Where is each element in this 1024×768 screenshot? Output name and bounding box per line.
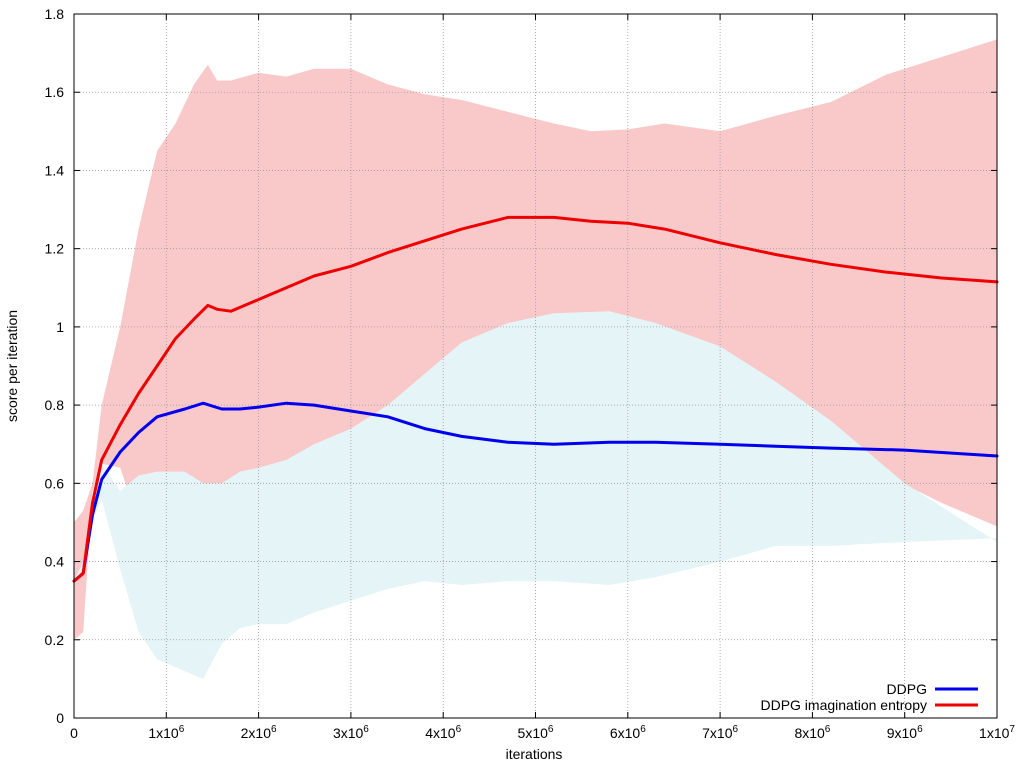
grid-lines [74,14,997,718]
y-tick-label-9: 1.8 [45,6,65,22]
legend-label-ddpg-imagination-entropy: DDPG imagination entropy [760,697,927,713]
x-tick-label-0: 0 [70,725,78,741]
x-tick-label-5: 5x106 [518,724,554,741]
x-tick-labels: 0 1x106 2x106 3x106 4x106 5x106 6x106 7x106 8x10… [70,724,1015,741]
series-line-ddpg [72,401,999,583]
x-tick-label-6: 6x106 [610,724,646,741]
x-axis-title: iterations [506,746,563,762]
x-tick-label-4: 4x106 [425,724,461,741]
y-tick-label-1: 0.2 [45,632,65,648]
series-lines [72,215,999,583]
y-tick-label-7: 1.4 [45,162,65,178]
x-tick-label-10: 1x107 [979,724,1015,741]
x-tick-label-2: 2x106 [241,724,277,741]
legend: DDPG DDPG imagination entropy [760,681,978,713]
axis-ticks [73,13,998,719]
x-tick-label-7: 7x106 [702,724,738,741]
band-ddpg [74,311,997,679]
legend-label-ddpg: DDPG [887,681,927,697]
y-tick-label-4: 0.8 [45,397,65,413]
y-tick-label-5: 1 [56,319,64,335]
x-tick-label-1: 1x106 [148,724,184,741]
y-tick-label-2: 0.4 [45,554,65,570]
x-tick-label-3: 3x106 [333,724,369,741]
x-tick-label-9: 9x106 [887,724,923,741]
x-tick-label-8: 8x106 [794,724,830,741]
y-tick-label-0: 0 [56,710,64,726]
y-tick-label-8: 1.6 [45,84,65,100]
y-tick-labels: 0 0.2 0.4 0.6 0.8 1 1.2 1.4 1.6 1.8 [45,6,65,726]
y-tick-label-6: 1.2 [45,241,65,257]
y-tick-label-3: 0.6 [45,475,65,491]
y-axis-title: score per iteration [4,310,20,422]
series-line-ddpg-imagination-entropy [72,215,999,583]
confidence-bands [74,39,997,679]
